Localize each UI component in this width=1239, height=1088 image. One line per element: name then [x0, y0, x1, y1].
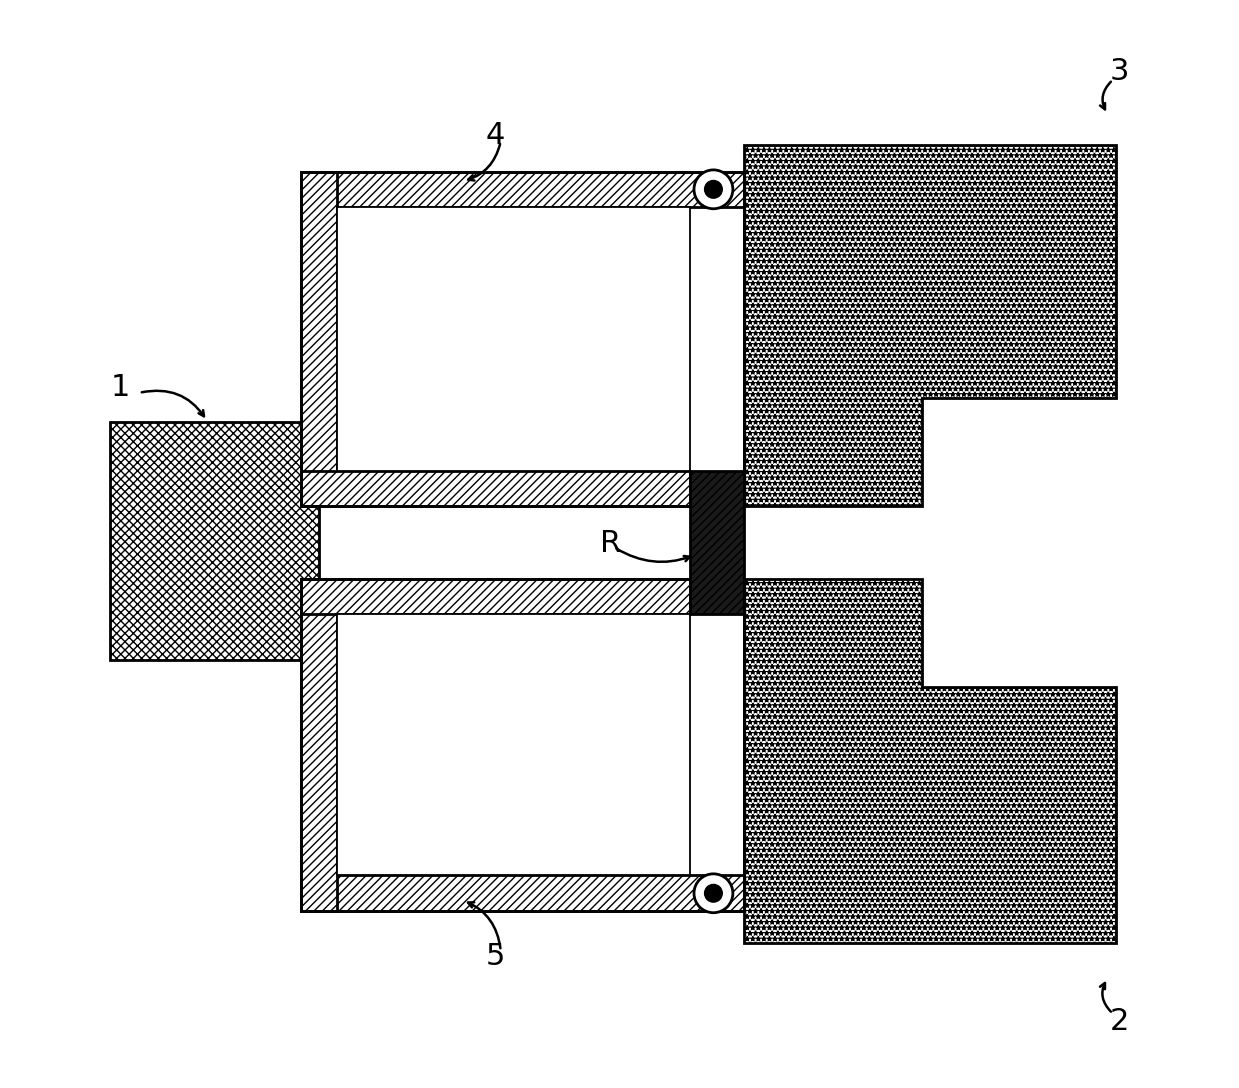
Bar — [301, 172, 743, 207]
Bar — [301, 172, 743, 506]
Bar — [337, 615, 690, 876]
Bar — [301, 579, 337, 911]
Text: 2: 2 — [1110, 1006, 1129, 1036]
Text: 1: 1 — [112, 373, 130, 401]
Bar — [690, 471, 743, 615]
Bar — [337, 207, 690, 471]
Circle shape — [705, 885, 722, 902]
Text: 3: 3 — [1110, 57, 1129, 86]
Bar — [301, 579, 743, 911]
Bar — [110, 422, 320, 659]
Bar — [301, 471, 690, 506]
Circle shape — [694, 874, 732, 913]
Bar — [301, 579, 690, 615]
Bar — [301, 876, 743, 911]
Circle shape — [694, 170, 732, 209]
Text: 4: 4 — [486, 122, 506, 150]
Bar — [301, 172, 337, 506]
Polygon shape — [743, 145, 1116, 506]
Polygon shape — [743, 579, 1116, 943]
Text: R: R — [600, 530, 622, 558]
Text: 5: 5 — [486, 942, 506, 970]
Circle shape — [705, 181, 722, 198]
